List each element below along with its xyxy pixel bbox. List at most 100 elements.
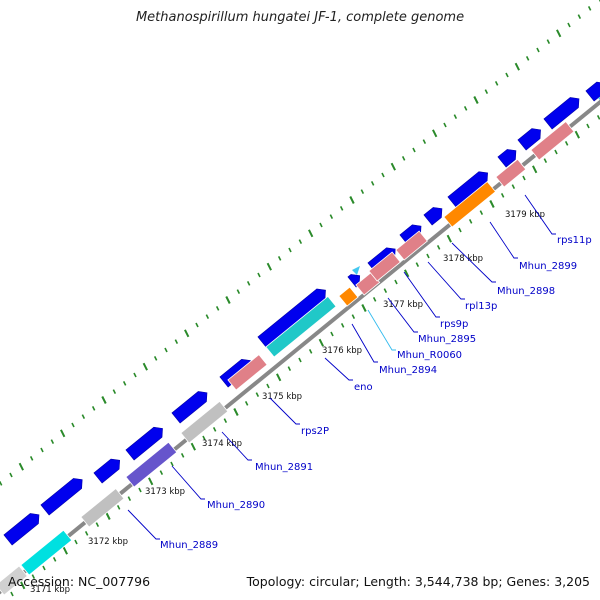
- tick-dot: [91, 405, 96, 411]
- gene-label: Mhun_2891: [255, 462, 313, 473]
- tick-dot: [308, 229, 314, 238]
- tick-labels: 3171 kbp 3172 kbp 3173 kbp 3174 kbp 3175 kbp…: [30, 210, 545, 595]
- tick-dot: [205, 314, 210, 320]
- tick-dot: [554, 149, 558, 155]
- tick-dot: [195, 322, 199, 328]
- gene-label: Mhun_2899: [519, 261, 577, 272]
- gene-label: rpl13p: [465, 301, 497, 312]
- leader-line: [427, 261, 465, 300]
- tick-dot: [105, 512, 111, 520]
- tick-dot: [174, 339, 179, 345]
- tick-dot: [372, 296, 377, 302]
- leader-line: [324, 357, 353, 381]
- tick-dot: [522, 175, 526, 181]
- tick-dot: [138, 487, 142, 493]
- tick-dot: [287, 366, 292, 372]
- leader-line: [524, 194, 556, 235]
- tick-dot: [9, 472, 13, 478]
- leader-line: [387, 297, 418, 333]
- tick-dot: [190, 442, 196, 451]
- tick-dot: [500, 192, 505, 198]
- tick-dot: [215, 305, 220, 311]
- tick-label: 3177 kbp: [383, 300, 423, 310]
- tick-dot: [318, 338, 324, 347]
- tick-dot: [288, 247, 292, 253]
- tick-dot: [351, 314, 356, 320]
- feature-segment: [125, 441, 178, 488]
- leader-line: [127, 509, 160, 540]
- tick-dot: [133, 372, 137, 378]
- forward-cds-track: [3, 81, 600, 546]
- tick-dot: [484, 89, 489, 95]
- feature-segment: [530, 120, 575, 161]
- tick-dot: [255, 392, 260, 398]
- tick-dot: [308, 348, 313, 354]
- feature-segment: [0, 565, 28, 596]
- leader-line: [403, 271, 440, 318]
- tick-dot: [236, 289, 241, 295]
- cds-arrow: [125, 426, 163, 461]
- tick-dot: [443, 122, 447, 128]
- accession-text: Accession: NC_007796: [8, 574, 151, 589]
- tick-dot: [546, 39, 551, 45]
- tick-dot: [383, 288, 388, 294]
- feature-segment: [80, 487, 125, 528]
- tick-dot: [415, 262, 420, 268]
- topology-summary: Topology: circular; Length: 3,544,738 bp…: [246, 574, 590, 589]
- tick-label: 3171 kbp: [30, 585, 70, 595]
- tick-dot: [148, 477, 154, 486]
- tick-dot: [31, 574, 36, 580]
- feature-segment: [443, 181, 497, 228]
- tick-dot: [511, 184, 516, 190]
- tick-dot: [543, 158, 548, 164]
- tick-dot: [277, 255, 282, 261]
- tick-dot: [10, 591, 14, 597]
- tick-dot: [587, 5, 592, 11]
- feature-segment: [338, 286, 359, 307]
- tick-dot: [514, 62, 520, 71]
- tick-dot: [412, 147, 416, 153]
- feature-segment: [265, 295, 337, 358]
- cds-arrow: [93, 458, 121, 484]
- tick-dot: [394, 279, 398, 285]
- tick-dot: [340, 322, 345, 328]
- tick-dot: [74, 539, 78, 545]
- feature-segment: [180, 400, 229, 444]
- tick-dot: [361, 304, 367, 312]
- tick-dot: [266, 262, 272, 271]
- tick-dot: [257, 272, 261, 278]
- tick-dot: [244, 400, 249, 406]
- leader-line: [221, 431, 252, 461]
- tick-dot: [101, 396, 107, 404]
- tick-label: 3179 kbp: [505, 210, 545, 220]
- leader-line: [367, 309, 396, 351]
- tick-dot: [574, 130, 580, 139]
- tick-dot: [436, 244, 441, 250]
- cds-arrow: [423, 207, 443, 226]
- tick-dot: [116, 504, 121, 510]
- tick-dot: [298, 239, 303, 245]
- tick-dot: [40, 447, 44, 453]
- tick-dot: [266, 383, 270, 389]
- tick-label: 3175 kbp: [262, 392, 302, 402]
- tick-dot: [50, 439, 55, 445]
- tick-dot: [567, 22, 571, 28]
- cds-arrow: [40, 478, 83, 516]
- tick-dot: [298, 357, 302, 363]
- feature-segment: [227, 354, 268, 391]
- tick-dot: [329, 214, 334, 220]
- gene-label: Mhun_2890: [207, 500, 265, 511]
- gene-label: eno: [354, 382, 373, 393]
- gene-label: rps2P: [301, 426, 329, 437]
- tick-dot: [62, 546, 68, 555]
- gene-label: Mhun_R0060: [397, 350, 462, 361]
- tick-dot: [184, 329, 190, 338]
- tick-dot: [339, 205, 344, 211]
- reverse-feature-track: [0, 120, 575, 596]
- gene-label: Mhun_2895: [418, 334, 476, 345]
- tick-dot: [432, 129, 438, 138]
- tick-dot: [349, 196, 355, 204]
